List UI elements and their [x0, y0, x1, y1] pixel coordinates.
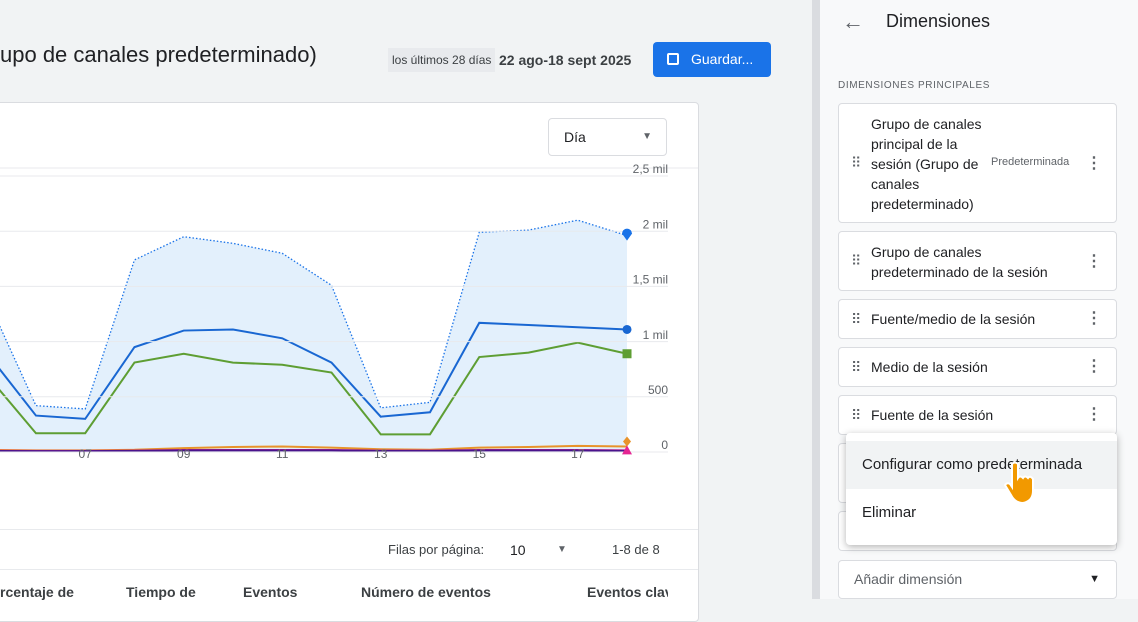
series-line — [0, 321, 628, 420]
granularity: Día — [564, 129, 586, 145]
x-tick-label: 13 — [374, 447, 388, 461]
series-area — [0, 220, 628, 452]
date-range-label: los últimos 28 días — [388, 48, 496, 72]
menu-item[interactable]: Configurar como predeterminada — [846, 441, 1117, 489]
dimension-label: Grupo de canales predeterminado de la se… — [871, 244, 1048, 280]
rows-per-page[interactable]: 10 — [510, 542, 526, 558]
x-tick-label: 15 — [473, 447, 487, 461]
end-marker — [623, 436, 632, 447]
dimension-item[interactable]: ⠿ Medio de la sesión ⋮ — [838, 347, 1117, 387]
divider — [0, 529, 698, 530]
drag-handle: ⠿ — [851, 252, 861, 269]
panel-divider — [812, 0, 820, 599]
more-button[interactable]: ⋮ — [1086, 253, 1102, 270]
y-tick-label: 2 mil — [643, 217, 668, 231]
dimension-label: Grupo de canales principal de la sesión … — [871, 116, 982, 212]
column-headers: rcentaje de Tiempo de Eventos Número de … — [0, 584, 668, 604]
drag-handle: ⠿ — [851, 311, 861, 327]
end-marker — [622, 349, 632, 359]
column-header[interactable]: Eventos — [243, 584, 298, 600]
divider — [0, 569, 698, 570]
y-tick-label: 0 — [661, 438, 668, 452]
cursor — [1003, 461, 1034, 505]
column-header[interactable]: rcentaje de — [0, 584, 74, 600]
default-tag: Predeterminada — [991, 156, 1070, 168]
save-label: Guardar... — [691, 51, 754, 67]
dimension-label: Fuente/medio de la sesión — [871, 311, 1036, 327]
end-marker — [622, 324, 632, 334]
dimension-label: Medio de la sesión — [871, 359, 988, 375]
context-menu: Configurar como predeterminada Eliminar — [846, 433, 1117, 545]
y-tick-label: 1,5 mil — [633, 273, 668, 287]
rows-per-page-label: Filas por página: — [388, 542, 485, 557]
granularity-select[interactable]: Día ▼ — [548, 118, 667, 156]
line-chart: 0 500 1 mil 1,5 mil 2 mil 2,5 mil 07 09 11 13 15 17 — [0, 162, 698, 461]
end-marker — [622, 445, 633, 455]
dimension-item[interactable]: ⠿ Grupo de canales predeterminado de la s… — [838, 231, 1117, 291]
column-header[interactable]: Eventos clave — [587, 584, 668, 600]
back-button[interactable]: ← — [842, 9, 864, 34]
end-marker — [622, 228, 633, 241]
y-tick-label: 2,5 mil — [633, 162, 668, 176]
save-icon — [667, 53, 679, 65]
dropdown-arrow: ▼ — [1089, 573, 1100, 585]
column-header[interactable]: Tiempo de — [126, 584, 196, 600]
save-button[interactable]: Guardar... — [653, 42, 771, 77]
more-button[interactable]: ⋮ — [1086, 406, 1102, 423]
report-title: upo de canales predeterminado) — [0, 42, 317, 67]
y-tick-label: 1 mil — [643, 328, 668, 342]
more-button[interactable]: ⋮ — [1086, 358, 1102, 375]
column-header[interactable]: Número de eventos — [361, 584, 491, 600]
panel-title: Dimensiones — [886, 11, 991, 31]
date-range[interactable]: 22 ago-18 sept 2025 — [499, 52, 632, 68]
dimension-item[interactable]: ⠿ Fuente/medio de la sesión ⋮ — [838, 299, 1117, 339]
more-button[interactable]: ⋮ — [1086, 310, 1102, 327]
section-label: DIMENSIONES PRINCIPALES — [838, 80, 990, 91]
x-tick-label: 11 — [276, 447, 289, 461]
dimension-label: Fuente de la sesión — [871, 407, 994, 423]
more-button[interactable]: ⋮ — [1086, 155, 1102, 172]
dropdown-arrow: ▼ — [642, 131, 652, 142]
drag-handle: ⠿ — [851, 407, 861, 423]
x-tick-label: 09 — [177, 447, 191, 461]
dimension-item[interactable]: ⠿ Fuente de la sesión ⋮ — [838, 395, 1117, 435]
dropdown-arrow: ▼ — [557, 544, 567, 555]
add-dimension-label: Añadir dimensión — [854, 571, 963, 587]
drag-handle: ⠿ — [851, 154, 861, 171]
menu-item[interactable]: Eliminar — [862, 504, 917, 521]
x-tick-label: 07 — [79, 447, 93, 461]
series-line — [0, 341, 628, 436]
add-dimension[interactable]: Añadir dimensión ▼ — [838, 560, 1117, 599]
pagination: 1-8 de 8 — [612, 542, 660, 557]
x-tick-label: 17 — [571, 447, 585, 461]
drag-handle: ⠿ — [851, 359, 861, 375]
y-tick-label: 500 — [648, 383, 668, 397]
series-line — [0, 219, 628, 410]
dimension-item[interactable]: ⠿ Grupo de canales principal de la sesión… — [838, 103, 1117, 223]
series-line — [0, 449, 628, 453]
